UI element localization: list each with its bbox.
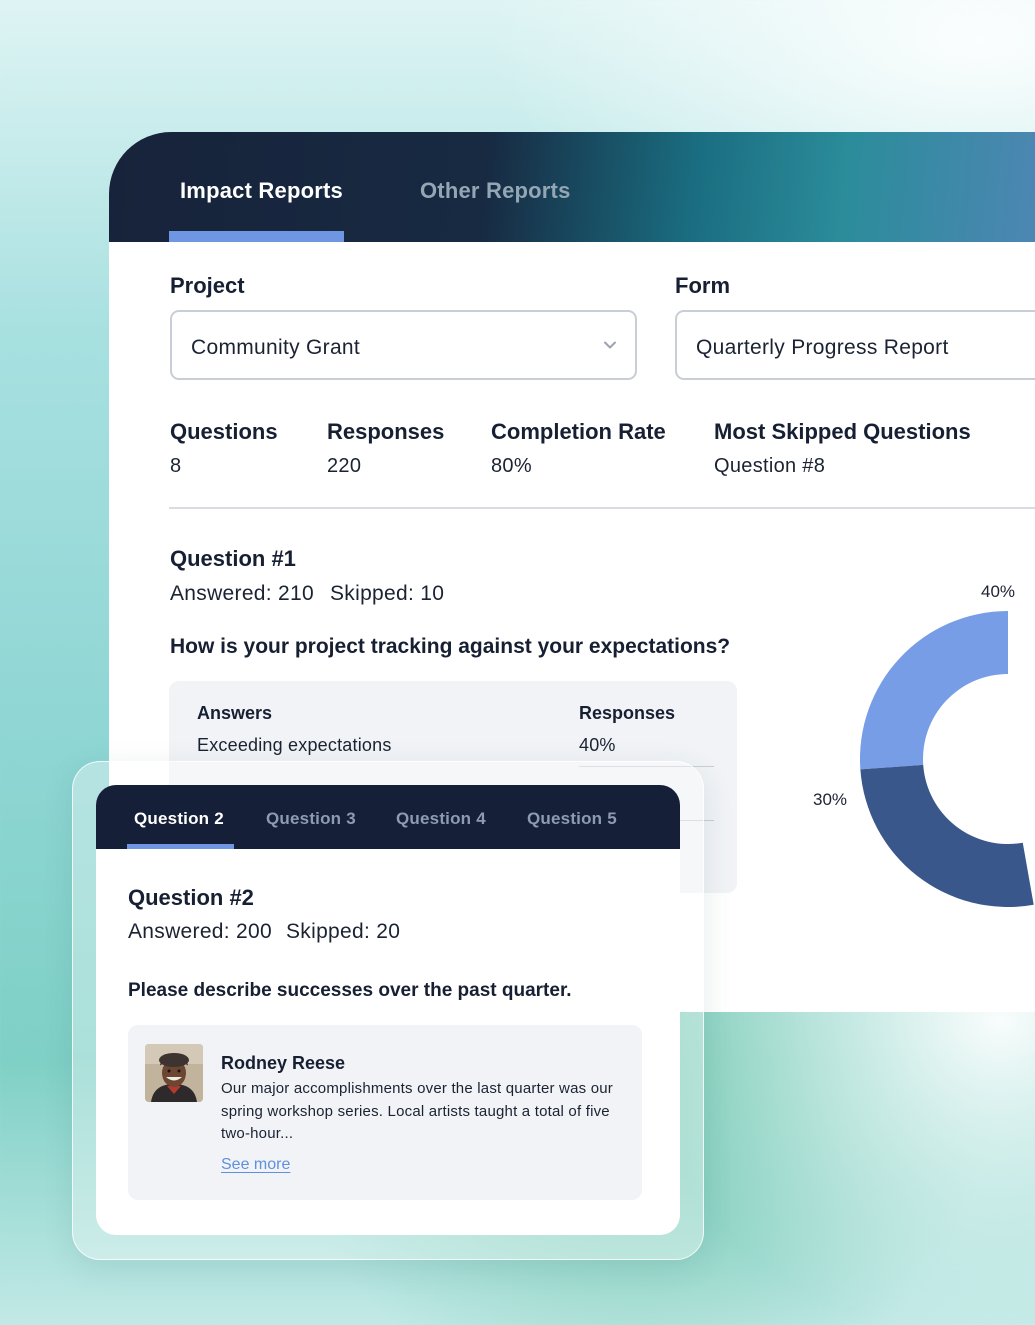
answer-cell: Exceeding expectations bbox=[197, 735, 392, 755]
project-select[interactable]: Community Grant bbox=[170, 310, 637, 380]
stat-most-skipped-value: Question #8 bbox=[714, 455, 826, 477]
question-2-answered: Answered: 200 bbox=[128, 920, 272, 943]
answers-column-header: Answers bbox=[197, 703, 273, 723]
donut-slice-1 bbox=[860, 764, 1034, 907]
project-select-value: Community Grant bbox=[191, 336, 361, 359]
responses-donut-chart bbox=[860, 611, 1034, 907]
stat-responses-value: 220 bbox=[327, 455, 362, 477]
respondent-name: Rodney Reese bbox=[221, 1053, 346, 1073]
question-1-title: Question #1 bbox=[170, 546, 296, 571]
chevron-down-icon bbox=[604, 341, 616, 349]
question-1-skipped: Skipped: 10 bbox=[330, 582, 445, 605]
active-tab-indicator bbox=[169, 231, 344, 242]
stat-responses-label: Responses bbox=[327, 419, 445, 444]
question-detail-card: Question 2 Question 3 Question 4 Questio… bbox=[96, 785, 680, 1235]
stat-most-skipped-label: Most Skipped Questions bbox=[714, 419, 971, 444]
question-1-answered: Answered: 210 bbox=[170, 582, 314, 605]
tab-impact-reports[interactable]: Impact Reports bbox=[180, 178, 343, 203]
question-2-title: Question #2 bbox=[128, 885, 254, 910]
form-select[interactable]: Quarterly Progress Report bbox=[675, 310, 1035, 380]
question-2-text: Please describe successes over the past … bbox=[128, 980, 572, 1001]
avatar bbox=[145, 1044, 203, 1102]
donut-slice-0 bbox=[860, 611, 1008, 770]
donut-label-40: 40% bbox=[981, 582, 1016, 601]
tab-question-5[interactable]: Question 5 bbox=[527, 809, 617, 828]
question-2-skipped: Skipped: 20 bbox=[286, 920, 401, 943]
question-2-counts: Answered: 200 Skipped: 20 bbox=[128, 920, 400, 944]
tab-question-4[interactable]: Question 4 bbox=[396, 809, 486, 828]
question-tabs-header: Question 2 Question 3 Question 4 Questio… bbox=[96, 785, 680, 849]
report-tabs-header: Impact Reports Other Reports bbox=[109, 132, 1035, 242]
stat-completion-label: Completion Rate bbox=[491, 419, 666, 444]
response-cell: 40% bbox=[579, 735, 616, 755]
tab-question-2[interactable]: Question 2 bbox=[134, 809, 224, 828]
donut-label-30: 30% bbox=[813, 790, 848, 809]
user-photo-icon bbox=[145, 1044, 203, 1102]
stat-completion-value: 80% bbox=[491, 455, 532, 477]
response-excerpt: Our major accomplishments over the last … bbox=[221, 1080, 613, 1142]
question-1-text: How is your project tracking against you… bbox=[170, 635, 731, 658]
form-label: Form bbox=[675, 273, 730, 298]
stat-questions-value: 8 bbox=[170, 455, 182, 477]
tab-other-reports[interactable]: Other Reports bbox=[420, 178, 571, 203]
question-1-counts: Answered: 210 Skipped: 10 bbox=[170, 582, 444, 606]
stat-questions-label: Questions bbox=[170, 419, 278, 444]
table-row-divider bbox=[579, 766, 714, 767]
response-item: Rodney Reese Our major accomplishments o… bbox=[128, 1025, 642, 1200]
form-select-value: Quarterly Progress Report bbox=[696, 336, 949, 359]
tab-question-3[interactable]: Question 3 bbox=[266, 809, 356, 828]
active-question-tab-indicator bbox=[127, 844, 234, 849]
stats-divider bbox=[169, 507, 1035, 509]
project-label: Project bbox=[170, 273, 245, 298]
responses-column-header: Responses bbox=[579, 703, 676, 723]
see-more-link[interactable]: See more bbox=[221, 1156, 291, 1173]
